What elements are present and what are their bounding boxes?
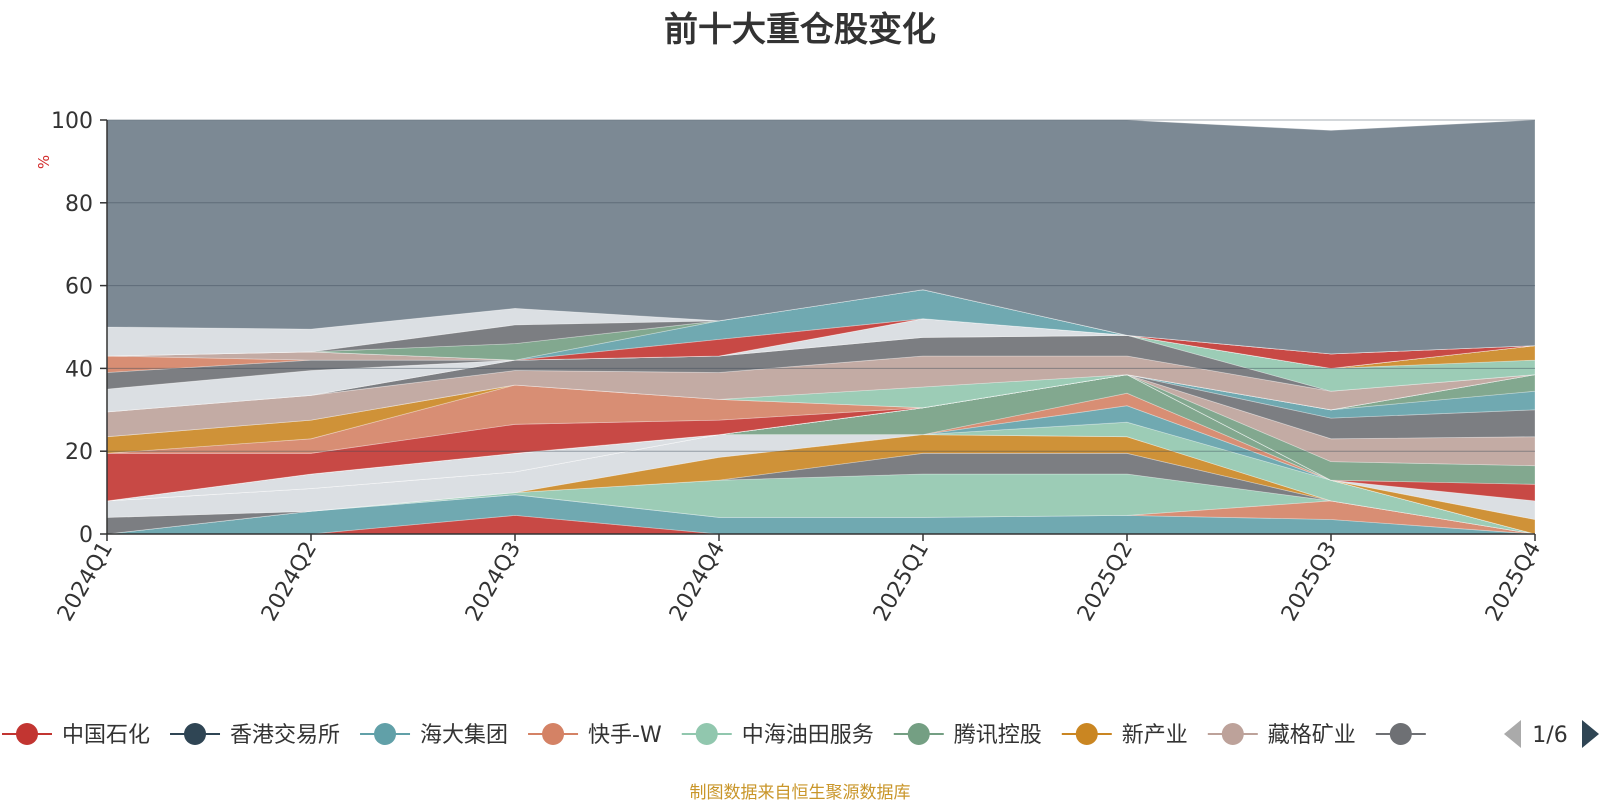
legend: 中国石化 香港交易所 海大集团 快手-W 中海油田服务 腾讯控股 新产业 藏格矿业 1/6 xyxy=(2,715,1599,755)
area-band-15 xyxy=(106,374,1536,502)
legend-marker xyxy=(1221,723,1244,745)
legend-item-0[interactable]: 中国石化 xyxy=(2,723,150,748)
y-tick-label-100: 100 xyxy=(51,109,93,134)
chart-title: 前十大重仓股变化 xyxy=(664,10,936,50)
area-band-14 xyxy=(106,374,1536,502)
legend-label: 中海油田服务 xyxy=(742,723,874,748)
legend-label: 腾讯控股 xyxy=(954,723,1042,748)
legend-marker xyxy=(695,723,718,745)
gridlines xyxy=(107,119,1535,452)
area-band-20 xyxy=(106,374,1536,502)
y-tick-label-80: 80 xyxy=(65,192,93,217)
area-band-12 xyxy=(106,374,1536,535)
legend-marker xyxy=(184,723,207,745)
legend-marker xyxy=(1389,723,1412,745)
legend-marker xyxy=(542,723,565,745)
area-band-17 xyxy=(106,374,1536,502)
x-tick-label-2024Q3: 2024Q3 xyxy=(461,538,526,626)
y-tick-label-0: 0 xyxy=(79,523,93,548)
x-tick-label-2025Q3: 2025Q3 xyxy=(1277,538,1342,626)
area-band-37 xyxy=(106,119,1536,355)
legend-next-page-icon[interactable] xyxy=(1582,720,1599,748)
legend-item-1[interactable]: 香港交易所 xyxy=(170,723,340,748)
x-tick-label-2025Q2: 2025Q2 xyxy=(1073,538,1138,626)
y-axis-unit: % xyxy=(35,155,53,169)
legend-item-7[interactable]: 藏格矿业 xyxy=(1207,723,1356,748)
area-band-18 xyxy=(106,374,1536,502)
area-bands xyxy=(106,119,1536,535)
legend-label: 快手-W xyxy=(588,723,662,748)
legend-label: 香港交易所 xyxy=(230,723,340,748)
legend-page-indicator: 1/6 xyxy=(1532,723,1567,748)
x-tick-label-2025Q1: 2025Q1 xyxy=(869,538,934,626)
legend-label: 海大集团 xyxy=(420,723,508,748)
legend-item-3[interactable]: 快手-W xyxy=(528,723,662,748)
legend-item-6[interactable]: 新产业 xyxy=(1061,723,1188,748)
y-tick-label-40: 40 xyxy=(65,357,93,382)
area-band-19 xyxy=(106,374,1536,502)
y-tick-label-20: 20 xyxy=(65,440,93,465)
y-tick-label-60: 60 xyxy=(65,275,93,300)
legend-marker xyxy=(1075,723,1098,745)
legend-label: 新产业 xyxy=(1122,723,1188,748)
area-band-13 xyxy=(106,374,1536,520)
area-band-16 xyxy=(106,374,1536,502)
legend-item-4[interactable]: 中海油田服务 xyxy=(681,723,874,748)
legend-item-5[interactable]: 腾讯控股 xyxy=(893,723,1042,748)
legend-prev-page-icon[interactable] xyxy=(1504,720,1521,748)
source-note: 制图数据来自恒生聚源数据库 xyxy=(689,783,911,803)
legend-overflow-mask xyxy=(1478,715,1502,755)
legend-marker xyxy=(16,723,38,745)
area-band-22 xyxy=(106,374,1536,454)
legend-marker xyxy=(907,723,930,745)
x-tick-label-2024Q2: 2024Q2 xyxy=(257,538,322,626)
legend-marker xyxy=(374,723,397,745)
legend-label: 藏格矿业 xyxy=(1268,723,1356,748)
legend-item-2[interactable]: 海大集团 xyxy=(360,723,508,748)
x-tick-label-2024Q1: 2024Q1 xyxy=(53,538,118,626)
legend-item-8[interactable] xyxy=(1375,723,1426,745)
x-tick-label-2025Q4: 2025Q4 xyxy=(1481,538,1546,626)
x-tick-label-2024Q4: 2024Q4 xyxy=(665,538,730,626)
legend-label: 中国石化 xyxy=(62,723,150,748)
